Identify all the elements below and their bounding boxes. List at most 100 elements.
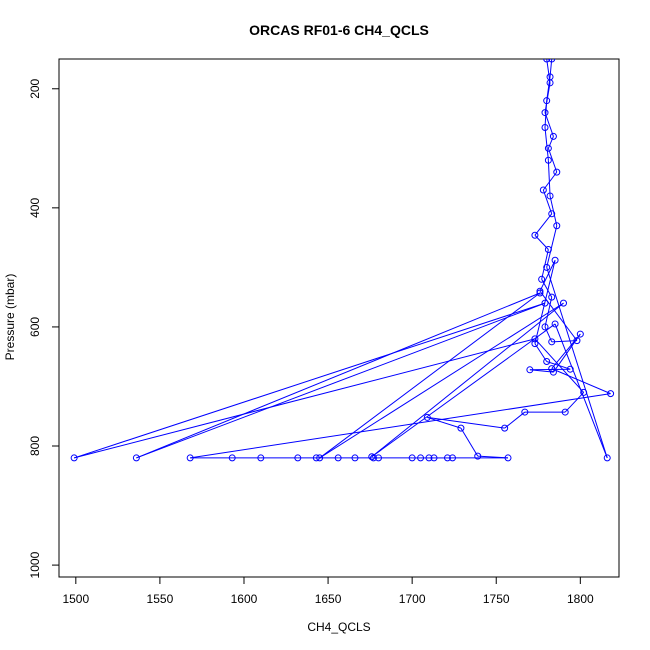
series-line-segment — [190, 393, 611, 459]
data-point — [576, 330, 584, 338]
x-tick-label: 1550 — [147, 592, 174, 606]
data-point — [548, 338, 556, 346]
series-line-segment — [73, 302, 546, 459]
data-point — [539, 186, 547, 194]
series-line-segment — [529, 369, 554, 373]
data-point — [443, 454, 451, 462]
series-line-segment — [551, 340, 577, 343]
data-point — [603, 454, 611, 462]
data-point — [294, 454, 302, 462]
x-tick-label: 1600 — [231, 592, 258, 606]
data-point — [70, 454, 78, 462]
data-point — [474, 452, 482, 460]
series-line-segment — [136, 302, 546, 459]
data-point — [573, 337, 581, 345]
data-point — [531, 340, 539, 348]
data-point — [501, 424, 509, 432]
series-line-segment — [319, 302, 564, 459]
series-line-segment — [544, 297, 553, 328]
data-point — [551, 320, 559, 328]
data-point — [228, 454, 236, 462]
series-line-segment — [544, 127, 549, 161]
series-line-segment — [529, 368, 571, 371]
x-tick-label: 1800 — [567, 592, 594, 606]
series-line-segment — [544, 112, 554, 137]
data-point — [526, 366, 534, 374]
y-axis: 200 400 600 800 1000 — [28, 78, 60, 578]
data-point — [543, 97, 551, 105]
data-point — [546, 192, 554, 200]
series-line-segment — [427, 416, 505, 429]
data-point — [548, 210, 556, 218]
series-line-segment — [371, 302, 564, 458]
y-tick-label: 200 — [28, 78, 42, 98]
data-point — [607, 390, 615, 398]
series-line-segment — [546, 76, 551, 101]
y-tick-label: 400 — [28, 198, 42, 218]
data-point — [553, 222, 561, 230]
series-line-segment — [546, 225, 558, 268]
data-point — [546, 73, 554, 81]
data-point — [548, 59, 556, 63]
x-tick-label: 1750 — [483, 592, 510, 606]
data-point — [548, 365, 556, 373]
chart-title: ORCAS RF01-6 CH4_QCLS — [249, 22, 429, 38]
data-point — [312, 454, 320, 462]
data-point — [543, 357, 551, 365]
series-line-segment — [136, 292, 541, 459]
series-line-segment — [547, 160, 551, 196]
x-tick-label: 1500 — [62, 592, 89, 606]
data-point — [541, 299, 549, 307]
data-point — [408, 454, 416, 462]
data-point — [257, 454, 265, 462]
series-line-segment — [539, 290, 578, 341]
data-point — [580, 388, 588, 396]
data-point — [430, 454, 438, 462]
y-axis-label: Pressure (mbar) — [3, 274, 17, 361]
series-points — [70, 59, 615, 462]
data-point — [351, 454, 359, 462]
data-point — [531, 335, 539, 343]
data-point — [457, 424, 465, 432]
data-point — [548, 293, 556, 301]
y-tick-label: 1000 — [28, 551, 42, 578]
y-tick-label: 800 — [28, 436, 42, 456]
data-point — [132, 454, 140, 462]
data-point — [316, 454, 324, 462]
data-point — [538, 275, 546, 283]
data-point — [423, 413, 431, 421]
data-point — [541, 123, 549, 131]
data-point — [566, 365, 574, 373]
data-point — [543, 263, 551, 271]
data-point — [551, 256, 559, 264]
data-point — [531, 231, 539, 239]
series-line-segment — [371, 323, 556, 458]
series-line-segment — [546, 267, 608, 459]
series-line-segment — [542, 171, 558, 191]
data-point — [417, 454, 425, 462]
data-point — [560, 299, 568, 307]
plot-area-frame — [58, 58, 620, 578]
x-axis: 1500 1550 1600 1650 1700 1750 1800 — [62, 576, 594, 606]
data-point — [553, 168, 561, 176]
data-point — [561, 408, 569, 416]
data-point — [544, 144, 552, 152]
series-line-segment — [542, 189, 553, 214]
data-point — [544, 156, 552, 164]
series-line-segment — [534, 338, 585, 393]
data-point — [549, 132, 557, 140]
series-line-segment — [547, 136, 554, 149]
series-line-segment — [477, 455, 509, 459]
data-point — [334, 454, 342, 462]
data-point — [544, 246, 552, 254]
data-point — [521, 408, 529, 416]
data-point — [368, 453, 376, 461]
series-line-segment — [534, 260, 556, 344]
series-line-segment — [544, 100, 548, 128]
x-axis-label: CH4_QCLS — [307, 620, 370, 634]
data-point — [541, 109, 549, 117]
data-point — [186, 454, 194, 462]
series-line-segment — [534, 343, 548, 362]
